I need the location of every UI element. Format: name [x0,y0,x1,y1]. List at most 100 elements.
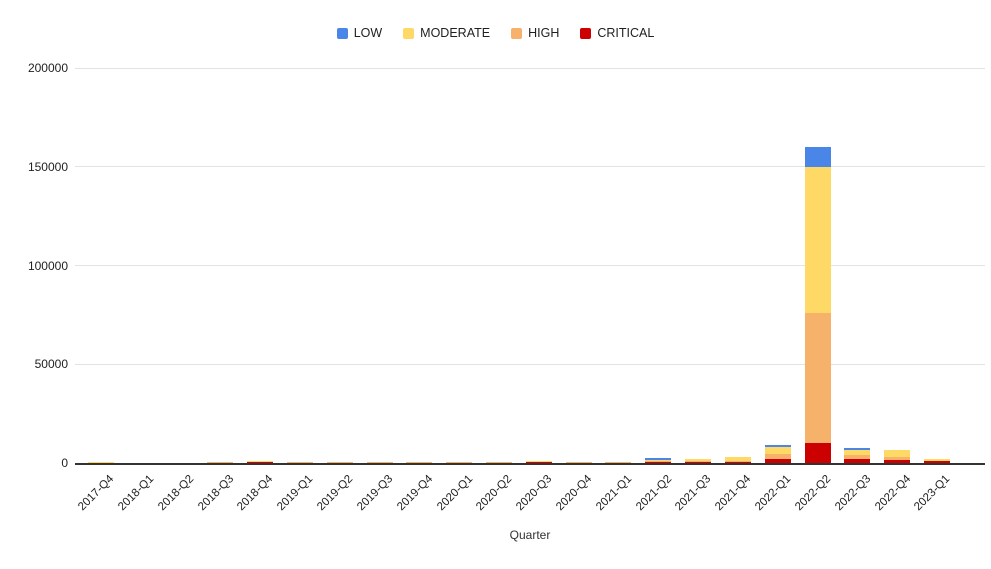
bar-segment-high[interactable] [486,462,513,463]
bar-2018-Q4[interactable] [247,460,274,463]
bar-segment-moderate[interactable] [247,460,274,462]
bar-slot [280,68,320,463]
x-tick-label: 2021-Q3 [673,473,714,514]
bar-2022-Q4[interactable] [884,450,911,463]
bar-2018-Q3[interactable] [207,462,234,463]
bar-segment-moderate[interactable] [685,459,712,461]
x-tick-label: 2019-Q1 [275,473,316,514]
bar-2020-Q2[interactable] [486,462,513,463]
bar-segment-moderate[interactable] [645,460,672,461]
bar-segment-moderate[interactable] [525,460,552,462]
bar-2021-Q3[interactable] [685,459,712,463]
bar-slot [519,68,559,463]
bar-segment-high[interactable] [645,460,672,462]
legend-label: LOW [353,26,383,40]
bar-2022-Q1[interactable] [764,444,791,463]
bar-segment-high[interactable] [724,460,751,463]
bar-segment-critical[interactable] [247,461,274,463]
bar-segment-high[interactable] [764,453,791,459]
legend-label: MODERATE [420,26,491,40]
bar-segment-high[interactable] [286,462,313,463]
bar-segment-high[interactable] [565,462,592,463]
bar-slot [400,68,440,463]
bar-segment-high[interactable] [366,462,393,463]
bar-segment-high[interactable] [844,455,871,459]
bar-slot [161,68,201,463]
bar-slot [599,68,639,463]
bar-segment-moderate[interactable] [884,450,911,457]
y-tick-label: 150000 [27,159,68,174]
bar-2017-Q4[interactable] [87,462,114,463]
bar-segment-high[interactable] [207,462,234,463]
bars-container [81,68,957,463]
bar-segment-moderate[interactable] [804,166,831,313]
bar-2019-Q2[interactable] [326,462,353,463]
x-tick-label: 2021-Q2 [633,473,674,514]
bar-segment-high[interactable] [605,462,632,463]
bar-slot [240,68,280,463]
legend-item-low[interactable]: LOW [336,26,383,40]
bar-segment-moderate[interactable] [764,446,791,454]
bar-segment-low[interactable] [844,448,871,451]
legend-item-high[interactable]: HIGH [511,26,559,40]
bar-2019-Q1[interactable] [286,462,313,463]
bar-2019-Q3[interactable] [366,462,393,463]
bar-segment-critical[interactable] [645,461,672,463]
x-tick-label: 2017-Q4 [76,473,117,514]
plot-area [75,67,985,465]
bar-segment-moderate[interactable] [844,450,871,456]
bar-segment-critical[interactable] [764,458,791,463]
bar-segment-low[interactable] [645,457,672,461]
bar-segment-high[interactable] [326,462,353,463]
bar-slot [479,68,519,463]
bar-2021-Q2[interactable] [645,457,672,463]
bar-segment-critical[interactable] [804,443,831,463]
bar-2020-Q3[interactable] [525,460,552,463]
bar-segment-critical[interactable] [844,458,871,463]
bar-slot [559,68,599,463]
legend-swatch-low [336,27,348,39]
gridline [75,363,985,365]
y-tick-label: 100000 [27,258,68,273]
bar-segment-critical[interactable] [884,459,911,463]
y-tick-label: 0 [61,456,68,470]
bar-segment-critical[interactable] [685,462,712,463]
bar-slot [718,68,758,463]
bar-segment-critical[interactable] [724,462,751,463]
bar-segment-critical[interactable] [923,461,950,463]
bar-2020-Q1[interactable] [446,462,473,463]
x-tick-label: 2022-Q1 [753,473,794,514]
bar-segment-moderate[interactable] [724,457,751,461]
bar-slot [638,68,678,463]
bar-segment-high[interactable] [804,312,831,444]
bar-2021-Q4[interactable] [724,457,751,463]
bar-2022-Q2[interactable] [804,147,831,463]
y-axis-labels: 0 50000 100000 150000 200000 [0,61,68,470]
x-tick-label: 2022-Q2 [792,473,834,514]
bar-segment-high[interactable] [446,462,473,463]
bar-segment-critical[interactable] [525,462,552,463]
x-tick-label: 2020-Q3 [514,473,555,514]
bar-slot [200,68,240,463]
x-tick-label: 2020-Q2 [474,473,515,514]
bar-2019-Q4[interactable] [406,462,433,463]
bar-segment-high[interactable] [685,460,712,463]
bar-segment-low[interactable] [764,444,791,447]
bar-2021-Q1[interactable] [605,462,632,463]
bar-slot [360,68,400,463]
x-axis-title: Quarter [509,528,551,542]
bar-segment-high[interactable] [884,456,911,460]
legend-item-critical[interactable]: CRITICAL [580,26,654,40]
x-tick-label: 2021-Q4 [713,473,754,514]
bar-segment-high[interactable] [923,460,950,462]
bar-slot [121,68,161,463]
bar-2020-Q4[interactable] [565,462,592,463]
legend-item-moderate[interactable]: MODERATE [403,26,490,40]
bar-segment-moderate[interactable] [923,458,950,461]
bar-2022-Q3[interactable] [844,448,871,463]
bar-slot [837,68,877,463]
bar-segment-low[interactable] [804,147,831,167]
x-tick-label: 2021-Q1 [593,473,635,514]
bar-segment-high[interactable] [406,462,433,463]
bar-2023-Q1[interactable] [923,458,950,463]
